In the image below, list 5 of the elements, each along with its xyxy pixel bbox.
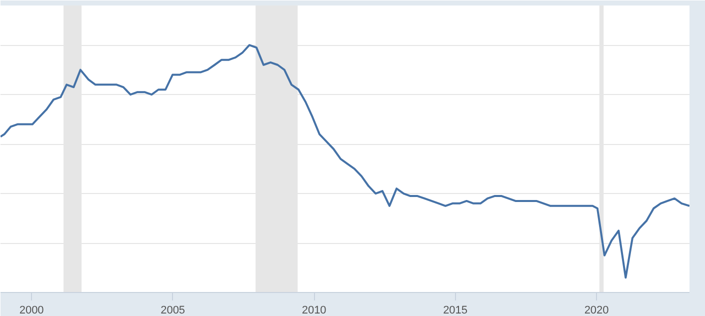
x-tick-label: 2000 bbox=[19, 304, 44, 316]
x-tick-label: 2015 bbox=[443, 304, 468, 316]
x-tick-label: 2020 bbox=[584, 304, 609, 316]
x-tick-label: 2010 bbox=[302, 304, 326, 316]
x-tick-label: 2005 bbox=[160, 304, 186, 316]
